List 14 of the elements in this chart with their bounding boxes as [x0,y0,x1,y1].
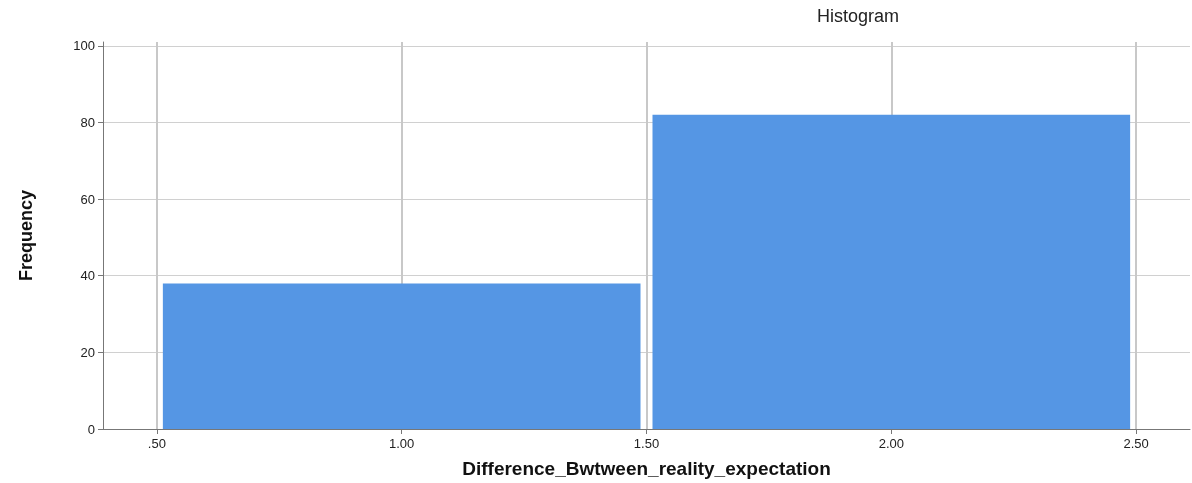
y-axis-title: Frequency [16,189,36,282]
chart-title: Histogram [816,6,900,26]
x-tick-label: 2.00 [878,436,904,451]
x-axis-title: Difference_Bwtween_reality_expectation [462,458,831,479]
x-tick-label: 1.50 [633,436,660,451]
y-tick-label: 60 [80,191,95,207]
y-tick-label: 40 [80,268,95,284]
x-tick-label: 2.50 [1123,436,1149,451]
x-tick-label: 1.00 [389,436,415,451]
y-tick-label: 80 [80,114,95,130]
x-tick-label: .50 [147,436,166,451]
y-tick-label: 20 [80,344,95,360]
y-tick-label: 100 [73,38,95,54]
y-tick-label: 0 [87,421,95,437]
